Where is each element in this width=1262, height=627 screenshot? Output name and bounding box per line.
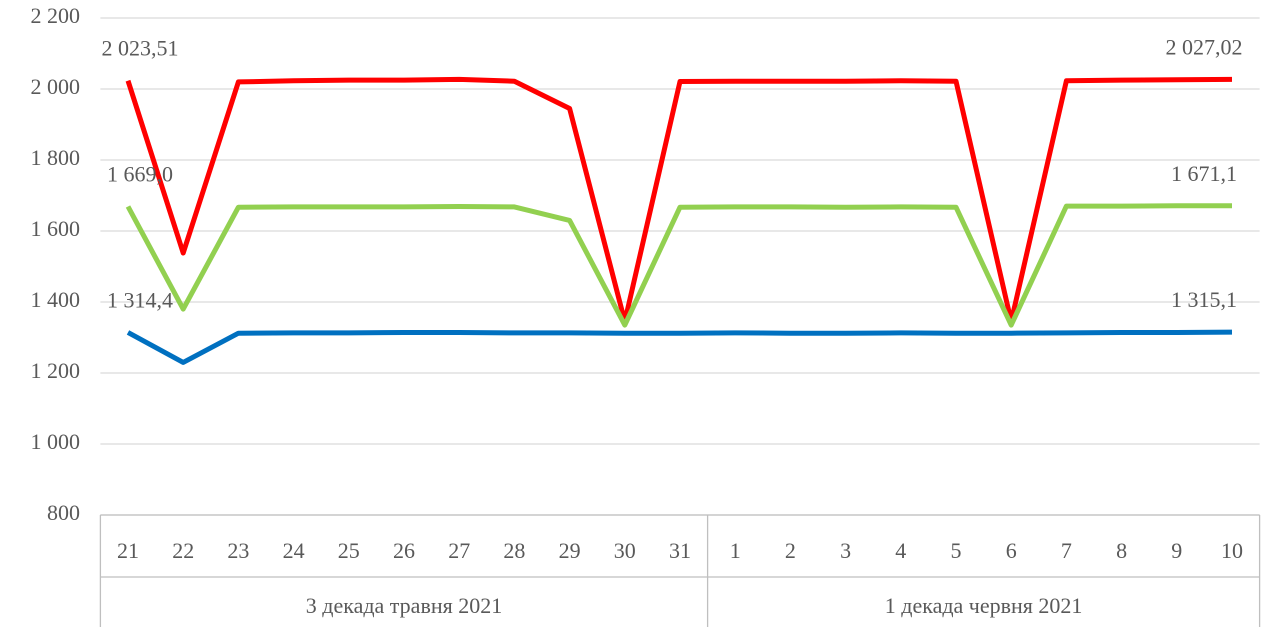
- x-tick-label: 26: [393, 538, 415, 563]
- series-line: [125, 203, 1232, 328]
- x-tick-label: 30: [614, 538, 636, 563]
- y-tick-label: 800: [47, 500, 80, 525]
- x-tick-label: 24: [283, 538, 305, 563]
- y-tick-label: 1 800: [31, 145, 81, 170]
- data-label: 1 671,1: [1171, 161, 1237, 186]
- x-tick-label: 31: [669, 538, 691, 563]
- data-label: 2 027,02: [1166, 34, 1243, 59]
- series-line: [126, 329, 1233, 365]
- x-tick-label: 5: [951, 538, 962, 563]
- x-tick-label: 22: [172, 538, 194, 563]
- x-tick-label: 25: [338, 538, 360, 563]
- x-group-label: 1 декада червня 2021: [885, 593, 1083, 618]
- data-label: 2 023,51: [102, 36, 179, 61]
- x-tick-label: 23: [227, 538, 249, 563]
- x-tick-label: 3: [840, 538, 851, 563]
- x-tick-label: 9: [1171, 538, 1182, 563]
- x-tick-label: 8: [1116, 538, 1127, 563]
- series-line: [125, 76, 1233, 324]
- x-tick-label: 10: [1221, 538, 1243, 563]
- y-tick-label: 2 200: [31, 3, 81, 28]
- y-tick-label: 1 000: [31, 429, 81, 454]
- y-tick-label: 1 600: [31, 216, 81, 241]
- x-tick-label: 7: [1061, 538, 1072, 563]
- data-label: 1 315,1: [1171, 287, 1237, 312]
- x-tick-label: 4: [895, 538, 906, 563]
- x-tick-label: 1: [730, 538, 741, 563]
- x-tick-label: 21: [117, 538, 139, 563]
- data-label: 1 669,0: [107, 162, 173, 187]
- x-tick-label: 29: [559, 538, 581, 563]
- y-tick-label: 1 200: [31, 358, 81, 383]
- data-label: 1 314,4: [107, 287, 173, 312]
- y-tick-label: 1 400: [31, 287, 81, 312]
- x-tick-label: 6: [1006, 538, 1017, 563]
- x-tick-label: 2: [785, 538, 796, 563]
- x-tick-label: 28: [503, 538, 525, 563]
- y-tick-label: 2 000: [31, 74, 81, 99]
- x-group-label: 3 декада травня 2021: [306, 593, 502, 618]
- x-tick-label: 27: [448, 538, 470, 563]
